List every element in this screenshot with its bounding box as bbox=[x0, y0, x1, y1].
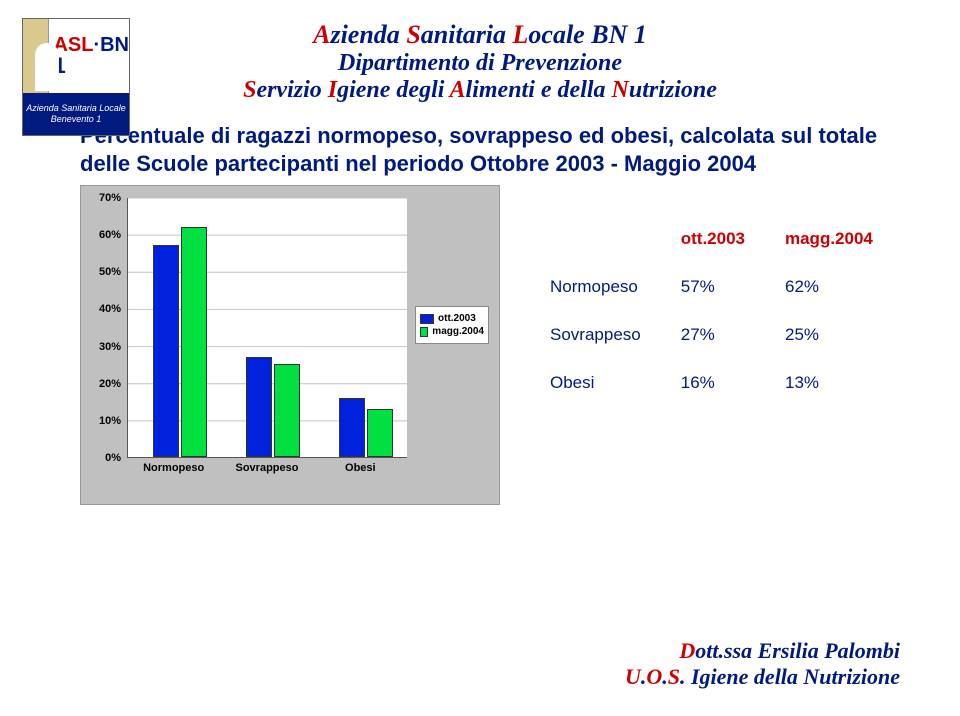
table-cell: 57% bbox=[661, 263, 765, 311]
table-cell: 25% bbox=[765, 311, 893, 359]
logo-arch-icon bbox=[23, 19, 49, 93]
hl1-p3: anitaria bbox=[421, 20, 513, 49]
bar bbox=[246, 357, 272, 457]
content-row: 0%10%20%30%40%50%60%70% NormopesoSovrapp… bbox=[80, 185, 920, 505]
table-column-header bbox=[530, 215, 661, 263]
table-row-label: Normopeso bbox=[530, 263, 661, 311]
hl3-p5: limenti e della bbox=[466, 77, 612, 103]
hl1-p6: BN 1 bbox=[591, 20, 647, 49]
table-cell: 16% bbox=[661, 359, 765, 407]
bar-group bbox=[238, 357, 308, 457]
logo-asl-num: 1 bbox=[53, 55, 129, 77]
fl2-p2: O bbox=[646, 664, 662, 689]
logo-text: ASL·BN 1 bbox=[49, 19, 129, 93]
table-row-label: Obesi bbox=[530, 359, 661, 407]
footer-line-1: Dott.ssa Ersilia Palombi bbox=[625, 638, 900, 664]
y-tick-label: 50% bbox=[99, 266, 121, 278]
fl2-p5: . Igiene della Nutrizione bbox=[680, 664, 900, 689]
slide-subtitle: Percentuale di ragazzi normopeso, sovrap… bbox=[80, 122, 920, 177]
hl3-p4: A bbox=[450, 77, 466, 103]
hl1-p5: ocale bbox=[528, 20, 591, 49]
hl1-p2: S bbox=[406, 20, 420, 49]
logo-caption-l2: Benevento 1 bbox=[51, 114, 102, 125]
table-body: Normopeso57%62%Sovrappeso27%25%Obesi16%1… bbox=[530, 263, 893, 407]
hl3-p3: giene degli bbox=[337, 77, 449, 103]
table-row: Normopeso57%62% bbox=[530, 263, 893, 311]
bar bbox=[274, 364, 300, 457]
x-tick-label: Normopeso bbox=[127, 462, 220, 474]
hl1-p1: zienda bbox=[330, 20, 406, 49]
logo-asl-bn: ·BN bbox=[93, 34, 129, 56]
fl1-p0: D bbox=[679, 638, 695, 663]
table-cell: 27% bbox=[661, 311, 765, 359]
bar bbox=[339, 398, 365, 457]
y-tick-label: 70% bbox=[99, 192, 121, 204]
table-column-header: magg.2004 bbox=[765, 215, 893, 263]
table-cell: 13% bbox=[765, 359, 893, 407]
legend-item: magg.2004 bbox=[420, 326, 484, 337]
table-cell: 62% bbox=[765, 263, 893, 311]
table-row: Sovrappeso27%25% bbox=[530, 311, 893, 359]
bar-group bbox=[331, 398, 401, 457]
hl3-p1: ervizio bbox=[256, 77, 327, 103]
y-tick-label: 20% bbox=[99, 378, 121, 390]
y-tick-label: 60% bbox=[99, 229, 121, 241]
hl1-p0: A bbox=[313, 20, 330, 49]
logo-asl-label: ASL·BN bbox=[53, 35, 129, 55]
fl2-p0: U bbox=[625, 664, 641, 689]
page-header: Azienda Sanitaria Locale BN 1 Dipartimen… bbox=[40, 20, 920, 104]
legend-label: magg.2004 bbox=[432, 326, 484, 337]
x-tick-label: Sovrappeso bbox=[220, 462, 313, 474]
chart-y-axis: 0%10%20%30%40%50%60%70% bbox=[85, 198, 125, 458]
hl3-p0: S bbox=[243, 77, 256, 103]
legend-swatch-icon bbox=[420, 327, 428, 337]
chart-plot-area bbox=[127, 198, 407, 458]
table-row: Obesi16%13% bbox=[530, 359, 893, 407]
table-column-header: ott.2003 bbox=[661, 215, 765, 263]
y-tick-label: 30% bbox=[99, 341, 121, 353]
footer-line-2: U.O.S. Igiene della Nutrizione bbox=[625, 664, 900, 690]
fl1-p1: ott.ssa Ersilia Palombi bbox=[695, 638, 900, 663]
chart-legend: ott.2003 magg.2004 bbox=[415, 306, 489, 344]
fl2-p4: S bbox=[668, 664, 680, 689]
bar-group bbox=[145, 227, 215, 457]
legend-label: ott.2003 bbox=[438, 313, 476, 324]
header-line-3: Servizio Igiene degli Alimenti e della N… bbox=[40, 77, 920, 104]
table-header-row: ott.2003magg.2004 bbox=[530, 215, 893, 263]
slide: ASL·BN 1 Azienda Sanitaria Locale Beneve… bbox=[0, 0, 960, 716]
legend-item: ott.2003 bbox=[420, 313, 484, 324]
y-tick-label: 0% bbox=[105, 452, 121, 464]
header-line-1: Azienda Sanitaria Locale BN 1 bbox=[40, 20, 920, 50]
y-tick-label: 10% bbox=[99, 415, 121, 427]
bar bbox=[181, 227, 207, 457]
bar bbox=[153, 245, 179, 457]
legend-swatch-icon bbox=[420, 314, 434, 324]
hl3-p7: utrizione bbox=[629, 77, 717, 103]
bar bbox=[367, 409, 393, 457]
bar-chart: 0% 10% 20% 30% 40% 50% 60% 70% NormopesoSovrapp… bbox=[80, 185, 500, 505]
hl3-p2: I bbox=[328, 77, 337, 103]
org-logo: ASL·BN 1 Azienda Sanitaria Locale Beneve… bbox=[22, 18, 130, 136]
y-tick-label: 40% bbox=[99, 303, 121, 315]
chart-x-axis: NormopesoSovrappesoObesi bbox=[127, 462, 407, 474]
logo-top: ASL·BN 1 bbox=[23, 19, 129, 93]
table-row-label: Sovrappeso bbox=[530, 311, 661, 359]
logo-caption: Azienda Sanitaria Locale Benevento 1 bbox=[23, 93, 129, 135]
hl3-p6: N bbox=[612, 77, 629, 103]
data-table: ott.2003magg.2004 Normopeso57%62%Sovrapp… bbox=[530, 215, 893, 407]
header-line-2: Dipartimento di Prevenzione bbox=[40, 50, 920, 77]
logo-caption-l1: Azienda Sanitaria Locale bbox=[26, 103, 126, 114]
x-tick-label: Obesi bbox=[314, 462, 407, 474]
slide-footer: Dott.ssa Ersilia Palombi U.O.S. Igiene d… bbox=[625, 638, 900, 690]
hl1-p4: L bbox=[513, 20, 529, 49]
